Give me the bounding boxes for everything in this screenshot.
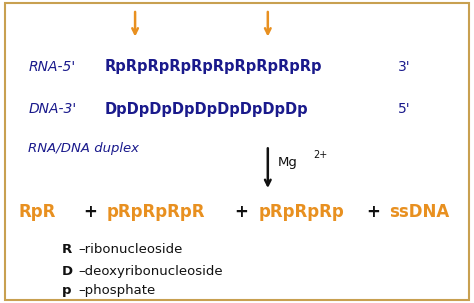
Text: DpDpDpDpDpDpDpDpDp: DpDpDpDpDpDpDpDpDp <box>104 102 308 117</box>
Text: +: + <box>235 203 248 221</box>
Text: DNA-3': DNA-3' <box>28 102 77 116</box>
Text: +: + <box>366 203 380 221</box>
Text: pRpRpRp: pRpRpRp <box>258 203 344 221</box>
Text: –phosphate: –phosphate <box>78 285 155 297</box>
Text: RpR: RpR <box>19 203 56 221</box>
Text: 5': 5' <box>398 102 411 116</box>
Text: D: D <box>62 265 73 278</box>
Text: pRpRpRpR: pRpRpRpR <box>107 203 205 221</box>
Text: Mg: Mg <box>277 156 297 168</box>
Text: +: + <box>83 203 97 221</box>
Text: R: R <box>62 244 72 256</box>
Text: –ribonucleoside: –ribonucleoside <box>78 244 182 256</box>
Text: p: p <box>62 285 71 297</box>
Text: ssDNA: ssDNA <box>389 203 449 221</box>
Text: RNA/DNA duplex: RNA/DNA duplex <box>28 142 139 155</box>
Text: RNA-5': RNA-5' <box>28 60 76 74</box>
Text: 3': 3' <box>398 60 411 74</box>
Text: RpRpRpRpRpRpRpRpRpRp: RpRpRpRpRpRpRpRpRpRp <box>104 59 322 74</box>
Text: 2+: 2+ <box>313 149 327 160</box>
Text: –deoxyribonucleoside: –deoxyribonucleoside <box>78 265 223 278</box>
